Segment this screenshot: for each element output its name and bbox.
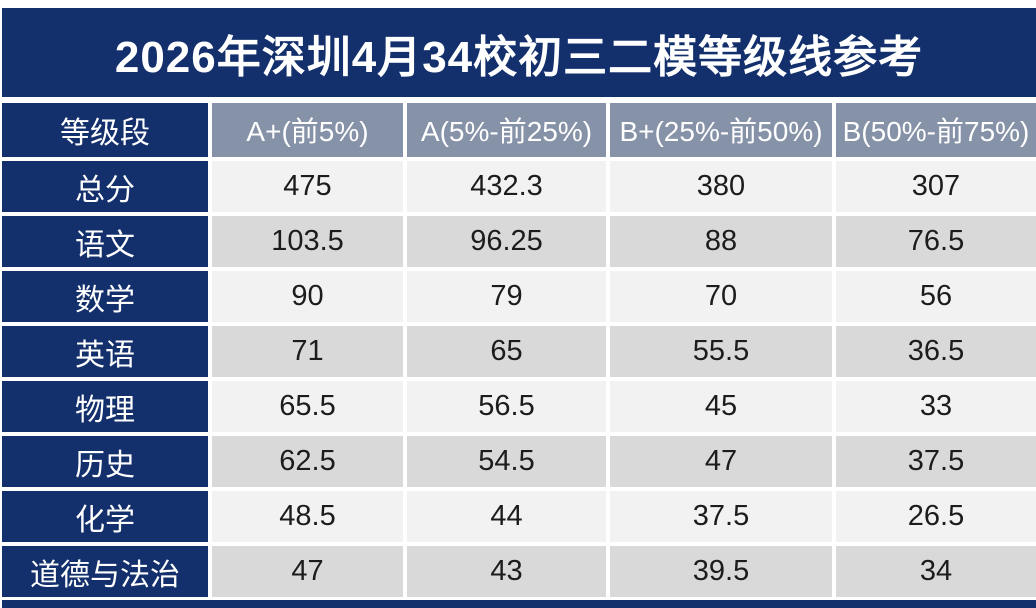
column-header-a-plus: A+(前5%) xyxy=(212,103,403,157)
value-cell: 54.5 xyxy=(407,436,606,487)
value-cell: 70 xyxy=(610,271,832,322)
value-cell: 65 xyxy=(407,326,606,377)
column-header-b-plus: B+(25%-前50%) xyxy=(610,103,832,157)
value-cell: 56.5 xyxy=(407,381,606,432)
value-cell: 71 xyxy=(212,326,403,377)
row-label-morality-law: 道德与法治 xyxy=(2,546,208,597)
row-label-math: 数学 xyxy=(2,271,208,322)
slide-bottom-edge xyxy=(2,600,1036,608)
value-cell: 103.5 xyxy=(212,216,403,267)
row-label-chemistry: 化学 xyxy=(2,491,208,542)
grade-line-table: 等级段 A+(前5%) A(5%-前25%) B+(25%-前50%) B(50… xyxy=(2,103,1036,597)
row-label-english: 英语 xyxy=(2,326,208,377)
row-label-history: 历史 xyxy=(2,436,208,487)
value-cell: 62.5 xyxy=(212,436,403,487)
page-title: 2026年深圳4月34校初三二模等级线参考 xyxy=(2,8,1036,97)
column-header-a: A(5%-前25%) xyxy=(407,103,606,157)
value-cell: 88 xyxy=(610,216,832,267)
value-cell: 33 xyxy=(836,381,1036,432)
value-cell: 44 xyxy=(407,491,606,542)
value-cell: 96.25 xyxy=(407,216,606,267)
value-cell: 45 xyxy=(610,381,832,432)
value-cell: 47 xyxy=(610,436,832,487)
value-cell: 90 xyxy=(212,271,403,322)
row-label-physics: 物理 xyxy=(2,381,208,432)
row-label-chinese: 语文 xyxy=(2,216,208,267)
value-cell: 475 xyxy=(212,161,403,212)
value-cell: 37.5 xyxy=(836,436,1036,487)
value-cell: 36.5 xyxy=(836,326,1036,377)
value-cell: 47 xyxy=(212,546,403,597)
value-cell: 432.3 xyxy=(407,161,606,212)
value-cell: 65.5 xyxy=(212,381,403,432)
value-cell: 43 xyxy=(407,546,606,597)
corner-header-cell: 等级段 xyxy=(2,103,208,157)
value-cell: 56 xyxy=(836,271,1036,322)
value-cell: 380 xyxy=(610,161,832,212)
value-cell: 26.5 xyxy=(836,491,1036,542)
value-cell: 39.5 xyxy=(610,546,832,597)
value-cell: 79 xyxy=(407,271,606,322)
value-cell: 48.5 xyxy=(212,491,403,542)
column-header-b: B(50%-前75%) xyxy=(836,103,1036,157)
value-cell: 37.5 xyxy=(610,491,832,542)
value-cell: 307 xyxy=(836,161,1036,212)
row-label-total: 总分 xyxy=(2,161,208,212)
value-cell: 76.5 xyxy=(836,216,1036,267)
value-cell: 55.5 xyxy=(610,326,832,377)
value-cell: 34 xyxy=(836,546,1036,597)
